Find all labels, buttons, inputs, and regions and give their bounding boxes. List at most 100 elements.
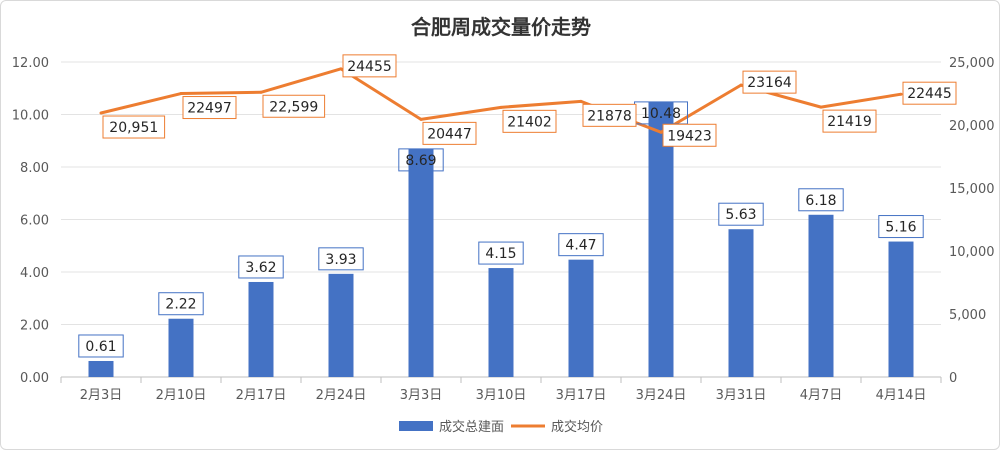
- bar-label-box: [238, 255, 284, 279]
- bar-label-box: [158, 292, 204, 316]
- line-data-label: 23164: [747, 75, 792, 91]
- bar-label-box: [478, 241, 524, 265]
- line-label-box: [422, 121, 477, 145]
- line-data-label: 20,951: [109, 120, 158, 136]
- line-label-box: [102, 115, 166, 139]
- bar: [408, 148, 434, 377]
- x-tick-label: 2月10日: [156, 388, 207, 403]
- bar-label-box: [558, 233, 604, 257]
- line-data-label: 21402: [507, 114, 552, 130]
- line-data-label: 22,599: [269, 99, 318, 115]
- line-label-box: [262, 94, 326, 118]
- legend-label-line: 成交均价: [551, 419, 603, 435]
- line-label-box: [342, 54, 397, 78]
- bar-series: [88, 101, 914, 378]
- y-axis-right: 0 5,000 10,000 15,000 20,000 25,000: [949, 56, 995, 386]
- x-tick-label: 4月14日: [876, 388, 927, 403]
- line-data-label: 22445: [907, 86, 952, 102]
- line-point: [99, 111, 103, 115]
- y-left-tick-label: 4.00: [20, 266, 49, 281]
- x-tick-label: 2月24日: [316, 388, 367, 403]
- line-label-box: [582, 103, 637, 127]
- bar: [248, 281, 274, 377]
- line-data-label: 19423: [667, 128, 712, 144]
- x-axis: 2月3日 2月10日 2月17日 2月24日 3月3日 3月10日 3月17日 3月24日 3月…: [60, 377, 942, 403]
- bar-data-label: 6.18: [805, 193, 836, 209]
- bar-data-label: 2.22: [165, 297, 196, 313]
- bar-label-box: [718, 202, 764, 226]
- y-right-tick-label: 25,000: [949, 56, 995, 71]
- line-label-box: [742, 70, 797, 94]
- y-left-tick-label: 6.00: [20, 214, 49, 229]
- chart-title: 合肥周成交量价走势: [411, 15, 591, 39]
- bar: [328, 273, 354, 377]
- line-data-label: 24455: [347, 59, 392, 75]
- bar-data-label: 0.61: [85, 339, 116, 355]
- line-data-labels: 20,951 22497 22,599 24455 20447 21402 21878 194…: [102, 54, 957, 147]
- x-tick-label: 3月31日: [716, 388, 767, 403]
- bar: [648, 101, 674, 378]
- y-right-tick-label: 0: [949, 371, 957, 386]
- y-left-tick-label: 10.00: [12, 109, 49, 124]
- line-label-box: [822, 109, 877, 133]
- legend: 成交总建面 成交均价: [399, 419, 603, 435]
- bar-data-labels: 0.61 2.22 3.62 3.93 8.69 4.15 4.47 10.48 5.63 6.1…: [78, 101, 924, 358]
- line-data-label: 22497: [187, 101, 232, 117]
- y-left-tick-label: 0.00: [20, 371, 49, 386]
- line-point: [499, 105, 503, 109]
- y-left-tick-label: 2.00: [20, 319, 49, 334]
- bar-data-label: 5.63: [725, 207, 756, 223]
- y-right-tick-label: 15,000: [949, 182, 995, 197]
- bar-label-box: [78, 334, 124, 358]
- bar-label-box: [318, 247, 364, 271]
- x-tick-label: 3月3日: [400, 388, 443, 403]
- line-point: [339, 67, 343, 71]
- bar-data-label: 4.15: [485, 246, 516, 262]
- line-data-label: 21878: [587, 108, 632, 124]
- line-point: [579, 99, 583, 103]
- x-tick-label: 2月3日: [80, 388, 123, 403]
- bar: [88, 360, 114, 377]
- legend-swatch-bar: [399, 421, 433, 431]
- bar-data-label: 10.48: [641, 106, 681, 122]
- x-tick-label: 3月10日: [476, 388, 527, 403]
- bar-label-box: [798, 188, 844, 212]
- line-point: [819, 105, 823, 109]
- bar-data-label: 4.47: [565, 238, 596, 254]
- x-tick-label: 2月17日: [236, 388, 287, 403]
- x-tick-label: 3月24日: [636, 388, 687, 403]
- bar-data-label: 5.16: [885, 220, 916, 236]
- line-point: [739, 83, 743, 87]
- y-right-tick-label: 20,000: [949, 119, 995, 134]
- line-data-label: 20447: [427, 126, 472, 142]
- bar-data-label: 3.93: [325, 252, 356, 268]
- x-tick-label: 3月17日: [556, 388, 607, 403]
- bar-data-label: 8.69: [405, 153, 436, 169]
- line-point: [259, 90, 263, 94]
- line-point: [179, 92, 183, 96]
- bar: [168, 318, 194, 377]
- bar: [488, 268, 514, 377]
- line-point: [419, 117, 423, 121]
- line-label-box: [182, 96, 237, 120]
- line-label-box: [902, 81, 957, 105]
- line-point: [659, 130, 663, 134]
- bar-label-box: [878, 215, 924, 239]
- line-point: [899, 92, 903, 96]
- line-data-label: 21419: [827, 114, 872, 130]
- line-label-box: [502, 109, 557, 133]
- bar: [728, 229, 754, 377]
- bar: [568, 259, 594, 377]
- y-right-tick-label: 10,000: [949, 245, 995, 260]
- line-label-box: [662, 123, 717, 147]
- y-axis-left: 0.00 2.00 4.00 6.00 8.00 10.00 12.00: [12, 56, 49, 386]
- y-left-tick-label: 12.00: [12, 56, 49, 71]
- legend-label-bar: 成交总建面: [439, 419, 504, 435]
- y-left-tick-label: 8.00: [20, 161, 49, 176]
- bar: [888, 241, 914, 377]
- y-right-tick-label: 5,000: [949, 308, 986, 323]
- bar: [808, 214, 834, 377]
- x-tick-label: 4月7日: [800, 388, 843, 403]
